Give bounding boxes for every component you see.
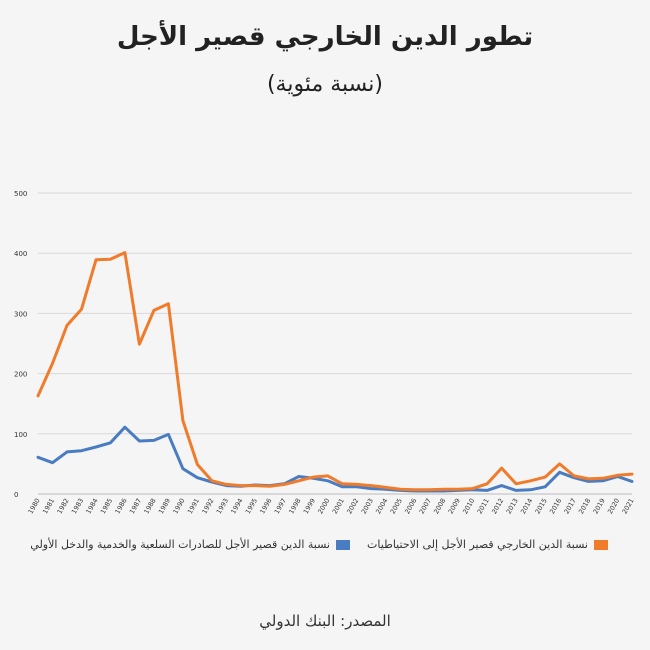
x-tick-label: 1982	[56, 497, 71, 515]
x-tick-label: 1994	[229, 497, 244, 515]
x-tick-label: 1986	[113, 497, 128, 515]
legend-swatch-series1	[336, 540, 350, 550]
x-tick-label: 1998	[287, 497, 302, 515]
x-tick-label: 1995	[244, 497, 259, 515]
x-tick-label: 1990	[171, 497, 186, 515]
x-tick-label: 2003	[360, 497, 375, 515]
x-tick-label: 1985	[99, 497, 114, 515]
x-tick-label: 2004	[374, 497, 389, 515]
x-tick-label: 2015	[534, 497, 549, 515]
x-tick-label: 1988	[142, 497, 157, 515]
x-tick-label: 2008	[432, 497, 447, 515]
x-tick-label: 2016	[548, 497, 563, 515]
legend-label-series1: نسبة الدين قصير الأجل للصادرات السلعية و…	[30, 538, 330, 551]
legend-item-series1: نسبة الدين قصير الأجل للصادرات السلعية و…	[30, 538, 350, 551]
x-tick-label: 1992	[200, 497, 215, 515]
x-tick-label: 2012	[490, 497, 505, 515]
x-tick-label: 2009	[447, 497, 462, 515]
source-note: المصدر: البنك الدولي	[0, 612, 650, 630]
x-tick-label: 1993	[215, 497, 230, 515]
x-tick-label: 1987	[128, 497, 143, 515]
x-tick-label: 1989	[157, 497, 172, 515]
y-tick-label: 100	[14, 431, 27, 439]
x-tick-label: 1999	[302, 497, 317, 515]
x-tick-label: 1981	[41, 497, 56, 515]
x-tick-label: 2019	[592, 497, 607, 515]
x-tick-label: 1980	[27, 497, 42, 515]
y-tick-label: 500	[14, 190, 27, 198]
x-tick-label: 2018	[577, 497, 592, 515]
y-tick-label: 0	[14, 491, 18, 499]
x-tick-label: 1983	[70, 497, 85, 515]
legend-item-series2: نسبة الدين الخارجي قصير الأجل إلى الاحتي…	[367, 538, 608, 551]
x-tick-label: 2000	[316, 497, 331, 515]
x-tick-label: 2007	[418, 497, 433, 515]
y-tick-label: 300	[14, 310, 27, 318]
x-tick-label: 2021	[621, 497, 636, 515]
x-tick-label: 2017	[563, 497, 578, 515]
x-tick-label: 2006	[403, 497, 418, 515]
x-tick-label: 2011	[476, 497, 491, 515]
y-tick-label: 400	[14, 250, 27, 258]
x-tick-label: 1984	[84, 497, 99, 515]
y-tick-label: 200	[14, 371, 27, 379]
series-line-2	[38, 253, 632, 490]
legend-swatch-series2	[594, 540, 608, 550]
x-tick-label: 1996	[258, 497, 273, 515]
x-tick-label: 2020	[606, 497, 621, 515]
x-tick-label: 2014	[519, 497, 534, 515]
x-tick-label: 2002	[345, 497, 360, 515]
x-tick-label: 2013	[505, 497, 520, 515]
x-tick-label: 1997	[273, 497, 288, 515]
x-tick-label: 2001	[331, 497, 346, 515]
x-tick-label: 2010	[461, 497, 476, 515]
x-tick-label: 1991	[186, 497, 201, 515]
legend-label-series2: نسبة الدين الخارجي قصير الأجل إلى الاحتي…	[367, 538, 588, 551]
x-tick-label: 2005	[389, 497, 404, 515]
